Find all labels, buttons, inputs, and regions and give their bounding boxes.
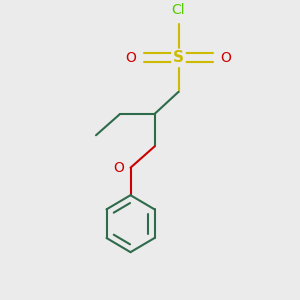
Text: O: O <box>220 51 231 65</box>
Text: Cl: Cl <box>172 3 185 16</box>
Text: O: O <box>114 161 124 175</box>
Text: S: S <box>173 50 184 65</box>
Text: O: O <box>126 51 136 65</box>
